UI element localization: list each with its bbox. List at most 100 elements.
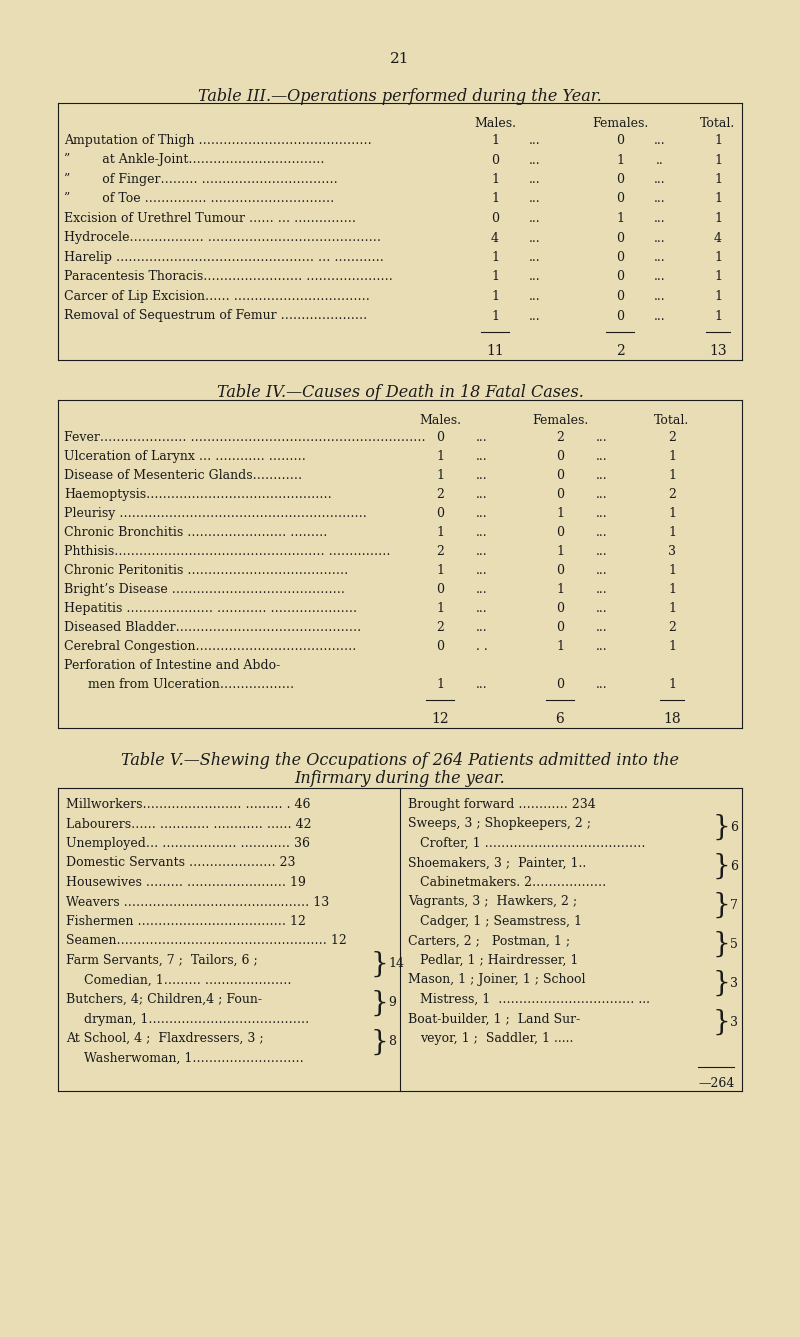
Text: Washerwoman, 1………………………: Washerwoman, 1………………………	[84, 1051, 304, 1064]
Text: ...: ...	[596, 431, 608, 444]
Text: Brought forward ………… 234: Brought forward ………… 234	[408, 798, 596, 812]
Text: ...: ...	[529, 309, 541, 322]
Text: Carters, 2 ;   Postman, 1 ;: Carters, 2 ; Postman, 1 ;	[408, 935, 570, 948]
Text: 1: 1	[491, 251, 499, 263]
Text: Seamen…………………………………………… 12: Seamen…………………………………………… 12	[66, 935, 346, 948]
Text: 14: 14	[388, 957, 404, 971]
Text: 1: 1	[436, 525, 444, 539]
Text: ...: ...	[654, 290, 666, 303]
Text: }: }	[370, 1028, 388, 1055]
Text: ...: ...	[476, 431, 488, 444]
Text: ...: ...	[654, 309, 666, 322]
Text: 0: 0	[556, 451, 564, 463]
Text: 3: 3	[730, 1016, 738, 1028]
Text: ..: ..	[656, 154, 664, 167]
Text: 1: 1	[436, 602, 444, 615]
Text: Hepatitis ………………… ………… …………………: Hepatitis ………………… ………… …………………	[64, 602, 357, 615]
Text: ...: ...	[654, 213, 666, 225]
Text: 1: 1	[668, 678, 676, 691]
Text: ...: ...	[476, 488, 488, 501]
Text: . .: . .	[476, 640, 488, 652]
Text: veyor, 1 ;  Saddler, 1 .....: veyor, 1 ; Saddler, 1 .....	[420, 1032, 574, 1046]
Text: 12: 12	[431, 713, 449, 726]
Text: ...: ...	[476, 620, 488, 634]
Text: 1: 1	[668, 602, 676, 615]
Text: 1: 1	[556, 640, 564, 652]
Text: ...: ...	[476, 602, 488, 615]
Text: Bright’s Disease ……………………………………: Bright’s Disease ……………………………………	[64, 583, 345, 596]
Text: Housewives ……… …………………… 19: Housewives ……… …………………… 19	[66, 876, 306, 889]
Text: 1: 1	[668, 451, 676, 463]
Text: At School, 4 ;  Flaxdressers, 3 ;: At School, 4 ; Flaxdressers, 3 ;	[66, 1032, 264, 1046]
Text: Hydrocele……………… ……………………………………: Hydrocele……………… ……………………………………	[64, 231, 381, 245]
Text: 1: 1	[668, 507, 676, 520]
Text: Total.: Total.	[654, 414, 690, 427]
Text: Carcer of Lip Excision…… ……………………………: Carcer of Lip Excision…… ……………………………	[64, 290, 370, 303]
Text: ...: ...	[596, 451, 608, 463]
Text: }: }	[712, 853, 730, 880]
Text: Haemoptysis………………………………………: Haemoptysis………………………………………	[64, 488, 332, 501]
Text: ...: ...	[654, 134, 666, 147]
Text: 0: 0	[556, 620, 564, 634]
Text: men from Ulceration………………: men from Ulceration………………	[64, 678, 294, 691]
Text: }: }	[712, 931, 730, 957]
Text: 0: 0	[436, 507, 444, 520]
Text: Chronic Peritonitis …………………………………: Chronic Peritonitis …………………………………	[64, 564, 348, 578]
Text: 2: 2	[436, 545, 444, 558]
Text: 18: 18	[663, 713, 681, 726]
Text: 0: 0	[556, 488, 564, 501]
Text: }: }	[712, 892, 730, 919]
Text: Phthisis…………………………………………… ……………: Phthisis…………………………………………… ……………	[64, 545, 390, 558]
Text: 4: 4	[491, 231, 499, 245]
Text: Table III.—Operations performed during the Year.: Table III.—Operations performed during t…	[198, 88, 602, 106]
Text: 0: 0	[436, 431, 444, 444]
Text: 0: 0	[556, 564, 564, 578]
Text: 1: 1	[556, 545, 564, 558]
Text: Pedlar, 1 ; Hairdresser, 1: Pedlar, 1 ; Hairdresser, 1	[420, 955, 578, 967]
Text: Chronic Bronchitis …………………… ………: Chronic Bronchitis …………………… ………	[64, 525, 327, 539]
Text: 1: 1	[714, 213, 722, 225]
Text: 0: 0	[616, 309, 624, 322]
Text: Mistress, 1  …………………………… ...: Mistress, 1 …………………………… ...	[420, 993, 650, 1005]
Text: ...: ...	[596, 469, 608, 483]
Text: ...: ...	[596, 620, 608, 634]
Text: 1: 1	[556, 507, 564, 520]
Text: Table IV.—Causes of Death in 18 Fatal Cases.: Table IV.—Causes of Death in 18 Fatal Ca…	[217, 384, 583, 401]
Text: Sweeps, 3 ; Shopkeepers, 2 ;: Sweeps, 3 ; Shopkeepers, 2 ;	[408, 817, 591, 830]
Text: —264: —264	[698, 1078, 734, 1090]
Text: 11: 11	[486, 344, 504, 358]
Text: Excision of Urethrel Tumour …… … ……………: Excision of Urethrel Tumour …… … ……………	[64, 213, 356, 225]
Text: 4: 4	[714, 231, 722, 245]
Text: ...: ...	[654, 193, 666, 206]
Text: 1: 1	[491, 309, 499, 322]
Text: 1: 1	[668, 583, 676, 596]
Text: Females.: Females.	[592, 118, 648, 130]
Text: ...: ...	[529, 193, 541, 206]
Text: Unemployed… ……………… ………… 36: Unemployed… ……………… ………… 36	[66, 837, 310, 850]
Text: 1: 1	[668, 564, 676, 578]
Text: ...: ...	[529, 251, 541, 263]
Text: 0: 0	[616, 270, 624, 283]
Text: ...: ...	[596, 640, 608, 652]
Text: 21: 21	[390, 52, 410, 66]
Text: Total.: Total.	[700, 118, 736, 130]
Text: }: }	[712, 969, 730, 997]
Text: Removal of Sequestrum of Femur …………………: Removal of Sequestrum of Femur …………………	[64, 309, 367, 322]
Text: ...: ...	[596, 583, 608, 596]
Text: 2: 2	[436, 620, 444, 634]
Text: 0: 0	[556, 678, 564, 691]
Text: 9: 9	[388, 996, 396, 1009]
Text: ...: ...	[654, 231, 666, 245]
Text: Millworkers…………………… ……… . 46: Millworkers…………………… ……… . 46	[66, 798, 310, 812]
Text: Females.: Females.	[532, 414, 588, 427]
Text: 1: 1	[714, 270, 722, 283]
Text: 2: 2	[668, 620, 676, 634]
Text: ...: ...	[654, 172, 666, 186]
Text: 6: 6	[556, 713, 564, 726]
Text: 0: 0	[491, 213, 499, 225]
Text: Crofter, 1 …………………………………: Crofter, 1 …………………………………	[420, 837, 646, 850]
Text: Cadger, 1 ; Seamstress, 1: Cadger, 1 ; Seamstress, 1	[420, 915, 582, 928]
Text: 1: 1	[714, 251, 722, 263]
Text: 1: 1	[491, 270, 499, 283]
Text: Table V.—Shewing the Occupations of 264 Patients admitted into the: Table V.—Shewing the Occupations of 264 …	[121, 751, 679, 769]
